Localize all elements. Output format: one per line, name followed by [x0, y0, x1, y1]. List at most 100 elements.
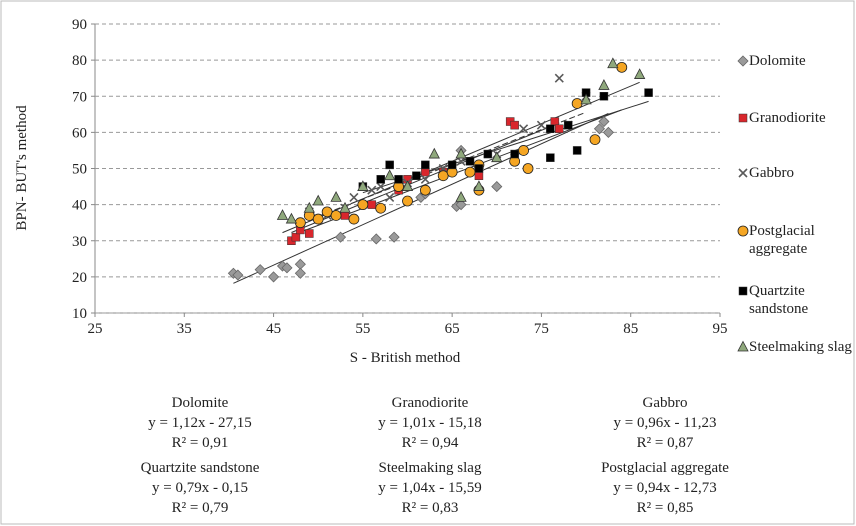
- point: [376, 181, 386, 192]
- point: [554, 73, 564, 83]
- y-tick-label: 50: [72, 162, 87, 178]
- point: [357, 199, 369, 211]
- y-tick-label: 30: [72, 234, 87, 250]
- legend-symbol: [737, 225, 749, 237]
- point: [644, 88, 653, 97]
- y-tick-label: 60: [72, 125, 87, 141]
- y-tick-label: 90: [72, 17, 87, 33]
- point: [465, 157, 475, 166]
- legend-item: Dolomite: [737, 52, 852, 70]
- legend-item: Gabbro: [737, 164, 852, 182]
- equation-line: R² = 0,94: [401, 435, 459, 451]
- point: [616, 61, 628, 73]
- x-tick-label: 25: [88, 321, 103, 337]
- point: [455, 147, 467, 159]
- equation-line: R² = 0,79: [171, 500, 229, 516]
- legend-item: Granodiorite: [737, 109, 852, 127]
- legend-symbol: [738, 168, 748, 178]
- point: [522, 163, 534, 174]
- point: [357, 180, 369, 191]
- point: [401, 180, 414, 191]
- point: [536, 120, 546, 130]
- point: [589, 134, 601, 146]
- legend-item: Steelmaking slag: [737, 338, 852, 356]
- legend-label: Gabbro: [749, 165, 794, 181]
- point: [348, 213, 360, 225]
- point: [593, 123, 606, 135]
- point: [633, 68, 646, 79]
- equation-line: Postglacial aggregate: [601, 460, 729, 476]
- point: [339, 201, 351, 213]
- x-tick-label: 95: [713, 321, 728, 337]
- legend-item: Quartzite sandstone: [737, 282, 852, 318]
- point: [420, 174, 430, 184]
- legend-marker: [738, 113, 748, 123]
- y-tick-label: 70: [72, 89, 87, 105]
- x-tick-label: 65: [445, 321, 460, 337]
- trend-equation: Gabbro y = 0,96x - 11,23 R² = 0,87: [550, 393, 780, 453]
- y-axis-label: BPN- BUT's method: [14, 105, 30, 231]
- point: [421, 160, 430, 170]
- point: [518, 145, 529, 156]
- point: [447, 160, 457, 170]
- point: [474, 164, 484, 173]
- equation-line: Gabbro: [642, 395, 688, 411]
- point: [473, 180, 485, 191]
- legend-label: Dolomite: [749, 53, 806, 69]
- point: [367, 200, 377, 209]
- point: [412, 171, 421, 180]
- y-tick-label: 80: [72, 53, 87, 69]
- equation-line: Dolomite: [171, 395, 229, 411]
- equation-line: y = 0,94x - 12,73: [613, 480, 717, 496]
- point: [268, 271, 280, 283]
- point: [303, 201, 315, 213]
- legend-symbol: [738, 286, 748, 296]
- point: [330, 191, 342, 202]
- legend-marker: [737, 225, 749, 237]
- equation-line: y = 1,12x - 27,15: [148, 415, 252, 431]
- y-tick-label: 20: [72, 270, 87, 286]
- point: [491, 151, 503, 163]
- equation-line: R² = 0,91: [171, 435, 229, 451]
- x-tick-label: 55: [355, 321, 370, 337]
- legend-symbol: [738, 113, 748, 123]
- equation-line: Granodiorite: [391, 395, 469, 411]
- point: [598, 79, 610, 90]
- trend-equation: Steelmaking slag y = 1,04x - 15,59 R² = 0,…: [315, 458, 545, 518]
- point: [572, 146, 582, 155]
- point: [305, 229, 314, 238]
- point: [330, 210, 342, 221]
- trend-equation: Dolomite y = 1,12x - 27,15 R² = 0,91: [85, 393, 315, 453]
- point: [550, 117, 560, 126]
- point: [388, 231, 400, 243]
- legend-marker: [737, 340, 749, 352]
- equation-line: R² = 0,83: [401, 500, 459, 516]
- point: [385, 160, 394, 170]
- equation-line: Steelmaking slag: [378, 460, 482, 476]
- equation-line: y = 1,01x - 15,18: [378, 415, 482, 431]
- x-tick-label: 75: [534, 321, 549, 337]
- point: [285, 212, 298, 224]
- point: [383, 169, 396, 181]
- point: [312, 194, 324, 206]
- point: [254, 264, 266, 276]
- point: [294, 267, 306, 279]
- x-tick-label: 45: [266, 321, 281, 337]
- point: [281, 262, 293, 274]
- point: [294, 217, 306, 229]
- legend-label: Steelmaking slag: [749, 339, 852, 355]
- equation-line: y = 1,04x - 15,59: [378, 480, 482, 496]
- point: [419, 184, 431, 196]
- point: [563, 120, 573, 130]
- legend-symbol: [737, 340, 749, 352]
- equation-line: R² = 0,87: [636, 435, 694, 451]
- point: [555, 124, 564, 134]
- point: [428, 147, 440, 159]
- x-tick-label: 85: [623, 321, 638, 337]
- trend-equation: Postglacial aggregate y = 0,94x - 12,73 R²…: [550, 458, 780, 518]
- point: [546, 153, 555, 162]
- point: [349, 192, 359, 202]
